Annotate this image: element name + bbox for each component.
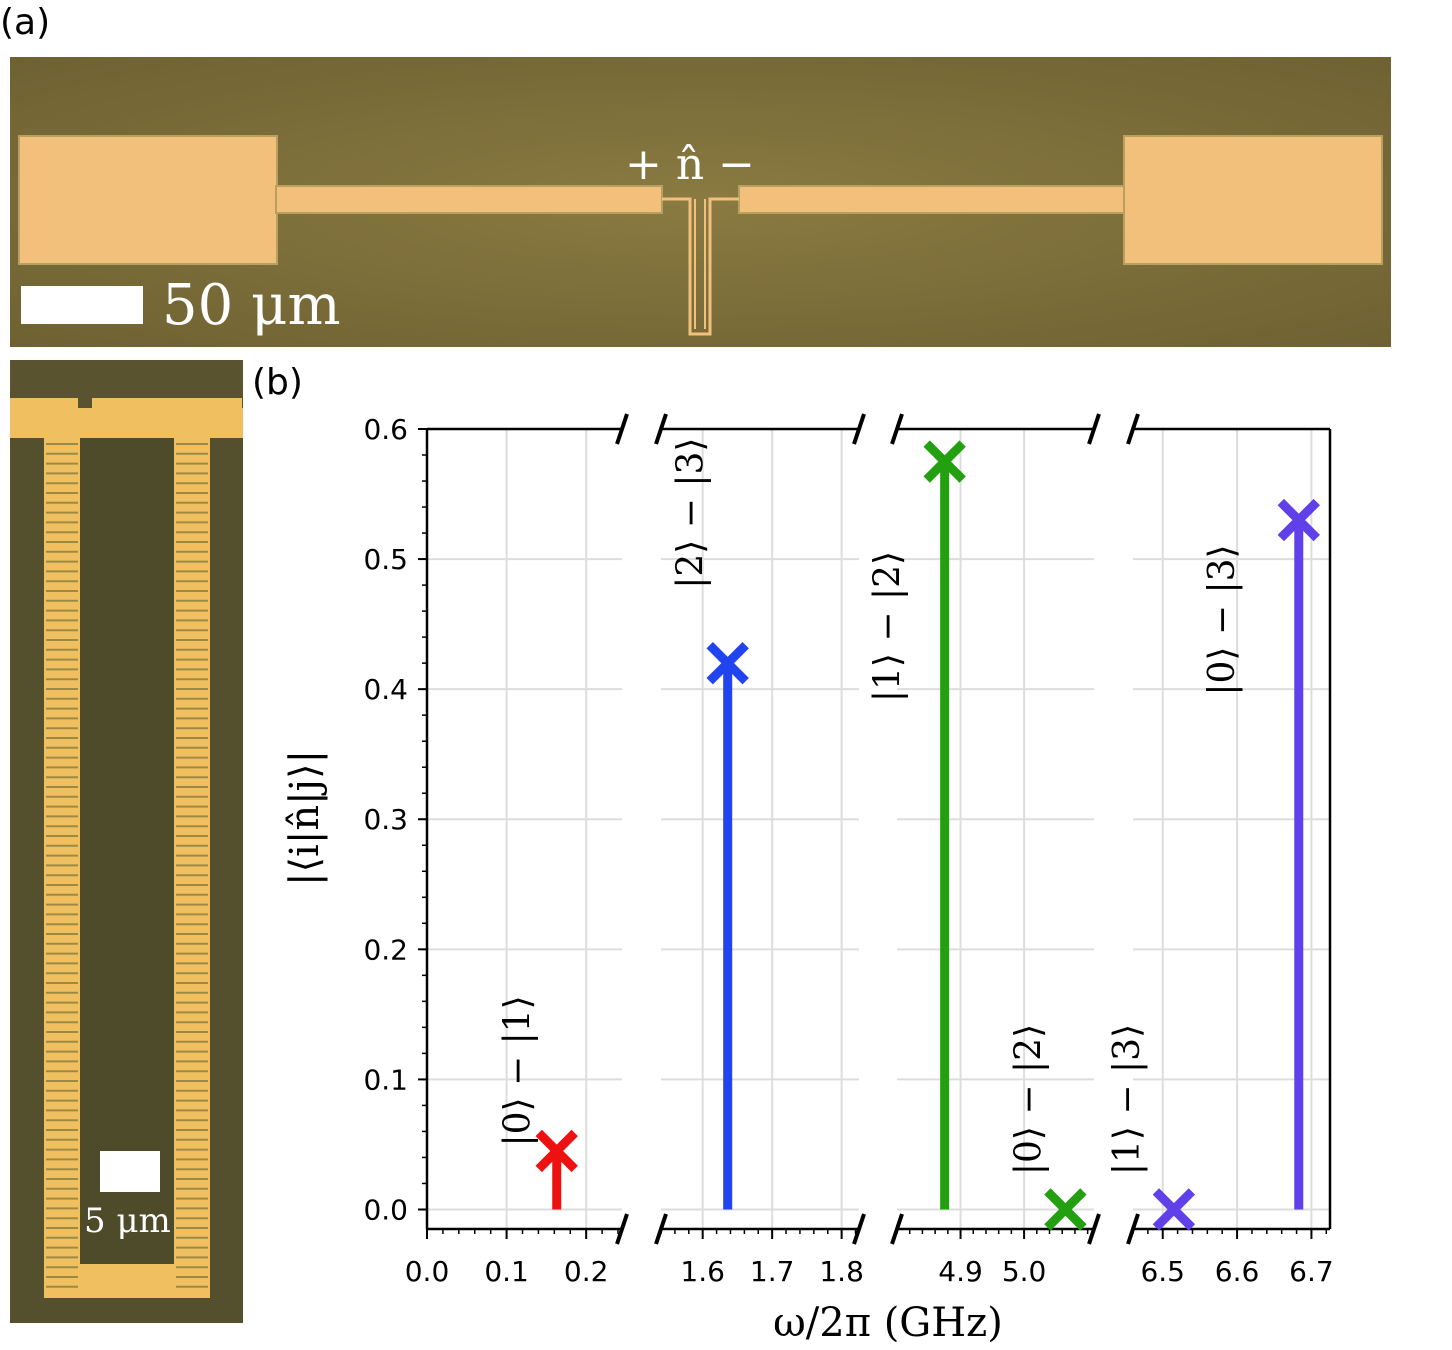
port-label: + n̂ − xyxy=(625,139,755,190)
right-contact-pad xyxy=(1123,135,1383,265)
left-contact-pad xyxy=(18,135,278,265)
x-axis-title: ω/2π (GHz) xyxy=(773,1300,1003,1346)
scale-bar-5um xyxy=(100,1151,160,1192)
x-marker-0 xyxy=(535,1129,578,1173)
x-tick-label: 1.7 xyxy=(750,1255,795,1288)
left-lead xyxy=(275,185,663,214)
y-tick-label: 0.0 xyxy=(363,1193,408,1226)
axis-break-mark xyxy=(615,413,629,445)
device-micrograph-top: + n̂ − 50 μm xyxy=(10,57,1391,347)
scale-bar-50um xyxy=(21,286,143,324)
x-tick-label: 6.5 xyxy=(1140,1255,1185,1288)
axis-break-mark xyxy=(1126,1213,1140,1245)
transition-label-4: |1⟩ − |3⟩ xyxy=(1107,1024,1148,1175)
y-tick-label: 0.5 xyxy=(363,543,408,576)
y-tick-label: 0.3 xyxy=(363,803,408,836)
x-tick-label: 1.6 xyxy=(680,1255,725,1288)
junction-array-drawing: 5 μm xyxy=(10,360,243,1323)
y-tick-label: 0.6 xyxy=(363,413,408,446)
x-tick-label: 0.1 xyxy=(484,1255,529,1288)
panel-b-label: (b) xyxy=(252,362,303,403)
x-tick-label: 5.0 xyxy=(1002,1255,1047,1288)
scale-label-50um: 50 μm xyxy=(162,273,341,338)
axis-break-mark xyxy=(615,1213,629,1245)
axis-break-mark xyxy=(1087,1213,1101,1245)
device-micrograph-drawing: + n̂ − 50 μm xyxy=(10,57,1391,347)
transition-label-3: |0⟩ − |2⟩ xyxy=(1008,1024,1049,1175)
y-tick-label: 0.2 xyxy=(363,933,408,966)
x-marker-4 xyxy=(1152,1188,1196,1231)
x-tick-label: 6.7 xyxy=(1289,1255,1334,1288)
panel-a-label: (a) xyxy=(0,2,51,43)
right-lead xyxy=(738,185,1126,214)
axis-break-mark xyxy=(890,413,904,445)
x-marker-2 xyxy=(923,440,966,483)
axis-break-mark xyxy=(1087,413,1101,445)
transition-label-2: |1⟩ − |2⟩ xyxy=(868,551,909,702)
axis-break-mark xyxy=(654,413,668,445)
y-tick-label: 0.1 xyxy=(363,1063,408,1096)
axis-break-mark xyxy=(1126,413,1140,445)
axis-break-mark xyxy=(890,1213,904,1245)
axis-break-mark xyxy=(852,1213,866,1245)
junction-loop xyxy=(662,197,739,336)
y-axis-title: |⟨i|n̂|j⟩| xyxy=(282,750,328,886)
x-marker-3 xyxy=(1044,1188,1087,1231)
transition-label-0: |0⟩ − |1⟩ xyxy=(498,995,539,1146)
x-tick-label: 6.6 xyxy=(1215,1255,1260,1288)
transition-label-1: |2⟩ − |3⟩ xyxy=(671,438,712,589)
x-tick-label: 1.8 xyxy=(819,1255,864,1288)
scale-label-5um: 5 μm xyxy=(84,1201,171,1241)
transition-label-5: |0⟩ − |3⟩ xyxy=(1202,544,1243,695)
x-tick-label: 0.0 xyxy=(405,1255,450,1288)
axis-break-mark xyxy=(852,413,866,445)
device-micrograph-zoom: 5 μm xyxy=(10,360,243,1323)
x-marker-1 xyxy=(706,641,749,685)
x-marker-5 xyxy=(1277,498,1320,542)
axis-break-mark xyxy=(654,1213,668,1245)
y-tick-label: 0.4 xyxy=(363,673,408,706)
x-tick-label: 4.9 xyxy=(938,1255,983,1288)
x-tick-label: 0.2 xyxy=(564,1255,609,1288)
